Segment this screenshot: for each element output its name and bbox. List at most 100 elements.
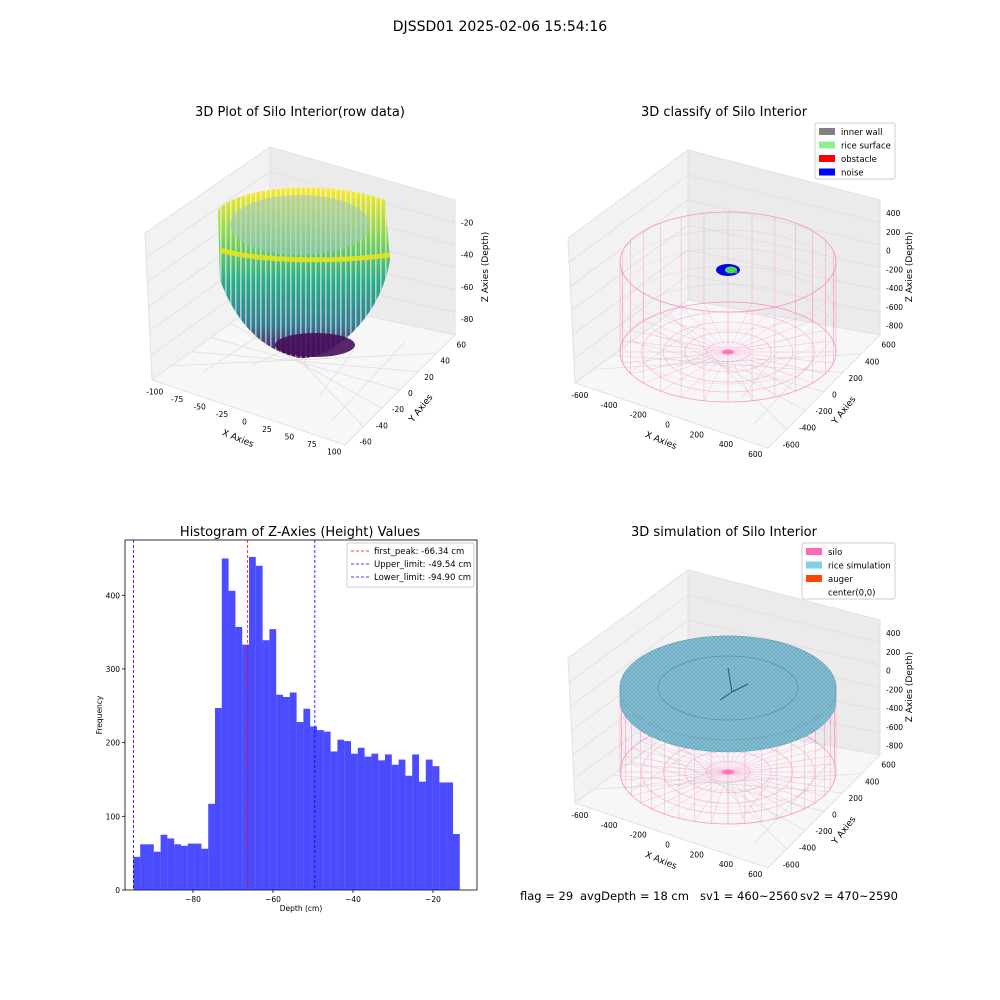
- histogram-bar: [242, 644, 249, 890]
- x-tick-label: -50: [193, 402, 205, 411]
- x-tick-label: -600: [571, 811, 588, 820]
- x-tick-label: -100: [146, 387, 163, 396]
- y-tick-label: -600: [783, 860, 800, 869]
- histogram-bar: [160, 834, 168, 890]
- y-tick-label: -40: [376, 421, 388, 430]
- x-tick-label: -600: [571, 391, 588, 400]
- legend-swatch: [819, 155, 835, 162]
- x-tick-label: 0: [665, 421, 670, 430]
- status-avg-depth: avgDepth = 18 cm: [580, 889, 689, 903]
- legend-label: silo: [828, 548, 842, 558]
- simulation-z-axis-label: Z Axies (Depth): [905, 652, 915, 723]
- y-tick-label: 400: [865, 357, 880, 366]
- raw-point-cloud: [218, 187, 391, 359]
- histogram-bar: [255, 565, 263, 890]
- y-tick-label: 0: [832, 811, 837, 820]
- histogram-bar: [364, 756, 372, 890]
- y-tick-label: 200: [848, 794, 863, 803]
- x-tick-label: -200: [630, 831, 647, 840]
- histogram-bar: [412, 754, 419, 890]
- histogram-bar: [133, 856, 141, 890]
- panel-histogram: Histogram of Z-Axies (Height) Values −80…: [95, 525, 478, 913]
- histogram-bar: [276, 694, 283, 890]
- z-tick-label: 400: [886, 209, 901, 218]
- classify-points: [716, 264, 740, 276]
- raw-z-ticks: -80 -60 -40 -20: [461, 219, 473, 324]
- histogram-x-ticks: −80 −60 −40 −20: [185, 890, 441, 904]
- legend-label: obstacle: [841, 155, 877, 165]
- x-tick-label: 25: [262, 425, 272, 434]
- classify-legend: inner wall rice surface obstacle noise: [814, 122, 896, 180]
- classify-3d-title: 3D classify of Silo Interior: [641, 105, 808, 120]
- histogram-bar: [249, 556, 256, 890]
- classify-z-axis-label: Z Axies (Depth): [905, 232, 915, 303]
- x-tick-label: 0: [665, 841, 670, 850]
- histogram-bar: [221, 558, 229, 890]
- legend-label: auger: [828, 575, 853, 585]
- histogram-bar: [317, 730, 324, 890]
- histogram-bar: [174, 844, 181, 890]
- legend-label: rice surface: [841, 142, 891, 152]
- panel-raw-3d: 3D Plot of Silo Interior(row data): [144, 105, 491, 457]
- x-tick-label: 600: [748, 870, 763, 879]
- legend-label: Upper_limit: -49.54 cm: [374, 560, 471, 570]
- x-tick-label: -75: [171, 395, 183, 404]
- histogram-bar: [439, 782, 447, 890]
- simulation-3d-title: 3D simulation of Silo Interior: [631, 525, 818, 540]
- y-tick-label: -200: [816, 407, 833, 416]
- status-sv2: sv2 = 470~2590: [800, 889, 898, 903]
- histogram-bar: [228, 590, 236, 890]
- histogram-bar: [215, 708, 222, 890]
- legend-swatch: [806, 588, 822, 596]
- z-tick-label: 200: [886, 648, 901, 657]
- classify-z-ticks: -800 -600 -400 -200 0 200 400: [886, 209, 903, 331]
- y-tick-label: 0: [408, 389, 413, 398]
- z-tick-label: -600: [886, 723, 903, 732]
- y-tick-label: 300: [106, 665, 121, 674]
- simulation-z-ticks: -800 -600 -400 -200 0 200 400: [886, 629, 903, 751]
- legend-swatch: [819, 168, 835, 176]
- histogram-bar: [385, 754, 392, 890]
- raw-3d-title: 3D Plot of Silo Interior(row data): [195, 105, 405, 120]
- histogram-bar: [194, 843, 202, 890]
- histogram-bars: [133, 556, 460, 890]
- histogram-bar: [330, 751, 338, 890]
- legend-label: noise: [841, 169, 864, 179]
- raw-x-ticks: -100 -75 -50 -25 0 25 50 75 100: [146, 387, 341, 456]
- z-tick-label: -200: [886, 265, 903, 274]
- histogram-bar: [289, 692, 297, 890]
- histogram-y-axis-label: Frequency: [95, 695, 104, 734]
- histogram-bar: [269, 629, 277, 890]
- histogram-bar: [153, 851, 161, 890]
- y-tick-label: 600: [881, 761, 896, 770]
- y-tick-label: -20: [392, 405, 404, 414]
- classify-x-axis-label: X Axies: [643, 430, 678, 452]
- y-tick-label: -400: [799, 844, 816, 853]
- histogram-bar: [344, 741, 351, 890]
- y-tick-label: -400: [799, 424, 816, 433]
- z-tick-label: 0: [886, 247, 891, 256]
- histogram-bar: [310, 726, 317, 890]
- legend-swatch: [806, 575, 822, 582]
- raw-z-axis-label: Z Axies (Depth): [481, 232, 491, 303]
- x-tick-label: −60: [265, 895, 281, 904]
- y-tick-label: 100: [106, 812, 121, 821]
- y-tick-label: 40: [440, 357, 450, 366]
- classify-y-axis-label: Y Axies: [830, 395, 859, 428]
- histogram-bar: [371, 753, 379, 890]
- x-tick-label: −40: [345, 895, 361, 904]
- histogram-legend: first_peak: -66.34 cm Upper_limit: -49.54…: [346, 542, 475, 588]
- raw-x-axis-label: X Axies: [220, 428, 255, 450]
- z-tick-label: -800: [886, 742, 903, 751]
- histogram-bar: [405, 775, 413, 890]
- y-tick-label: 200: [106, 739, 121, 748]
- histogram-bar: [201, 848, 209, 890]
- histogram-bar: [391, 764, 399, 890]
- x-tick-label: -400: [600, 821, 617, 830]
- z-tick-label: -20: [461, 219, 473, 228]
- figure-suptitle: DJSSD01 2025-02-06 15:54:16: [393, 19, 608, 35]
- simulation-rice-surface: [619, 635, 837, 753]
- y-tick-label: 0: [115, 886, 120, 895]
- x-tick-label: 200: [690, 850, 705, 859]
